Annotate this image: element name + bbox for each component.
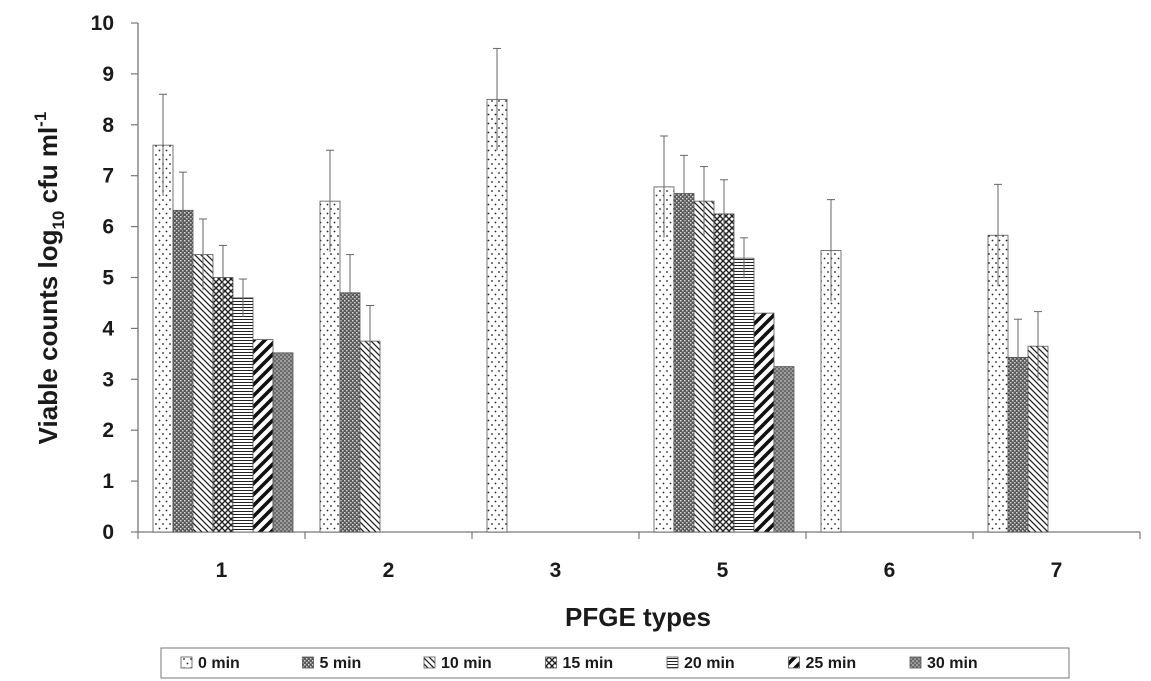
bar-5-min-type-1: [172, 209, 194, 533]
y-tick-label: 3: [102, 368, 114, 391]
legend-swatch-20-min: [666, 656, 679, 669]
legend: 0 min 5 min 10 min 15 min 20 min 25 min 30 min: [160, 647, 1070, 679]
x-tick-label: 5: [717, 559, 729, 582]
x-tick-label: 1: [216, 559, 228, 582]
bar-30-min-type-1: [272, 352, 294, 533]
y-tick-label: 0: [102, 521, 114, 544]
error-bars-layer: [159, 47, 1042, 396]
bar-0-min-type-3: [486, 98, 508, 533]
y-axis-title: Viable counts log10 cfu ml-1: [31, 112, 68, 445]
legend-label-25-min: 25 min: [806, 655, 857, 672]
bar-15-min-type-5: [713, 213, 735, 533]
x-tick-labels: 1 2 3 5 6 7: [137, 532, 1141, 582]
legend-swatch-15-min: [545, 656, 557, 669]
y-tick-label: 10: [91, 12, 114, 35]
legend-swatch-0-min: [180, 656, 193, 669]
bar-30-min-type-5: [773, 366, 795, 533]
y-tick-label: 7: [102, 165, 114, 188]
y-axis-title-subscript: 10: [49, 211, 68, 230]
bar-5-min-type-5: [673, 193, 695, 533]
y-axis-title-main: Viable counts log: [33, 230, 63, 445]
y-tick-label: 2: [102, 419, 114, 442]
bar-0-min-type-5: [653, 186, 675, 533]
bar-25-min-type-1: [252, 339, 274, 533]
x-tick-label: 2: [383, 559, 395, 582]
y-tick-label: 9: [102, 63, 114, 86]
legend-swatch-5-min: [302, 656, 314, 669]
bar-20-min-type-5: [733, 257, 755, 533]
y-tick-label: 1: [102, 470, 114, 493]
legend-label-20-min: 20 min: [684, 655, 735, 672]
legend-label-5-min: 5 min: [320, 655, 362, 672]
bar-20-min-type-1: [232, 297, 254, 533]
y-tick-label: 8: [102, 114, 114, 137]
bar-15-min-type-1: [212, 277, 234, 533]
legend-swatch-10-min: [423, 656, 436, 669]
y-axis-title-superscript: -1: [31, 112, 50, 127]
legend-label-0-min: 0 min: [198, 655, 240, 672]
bar-25-min-type-5: [753, 312, 775, 533]
y-tick-label: 6: [102, 216, 114, 239]
x-axis-title: PFGE types: [565, 602, 711, 632]
x-tick-label: 6: [884, 559, 896, 582]
bar-10-min-type-5: [693, 200, 715, 533]
y-axis-title-unit: cfu ml: [33, 127, 63, 211]
y-tick-labels: 0 1 2 3 4 5 6 7 8 9 10: [91, 12, 138, 544]
legend-swatch-30-min: [909, 656, 922, 669]
bars-layer: [152, 98, 1049, 533]
bar-10-min-type-1: [192, 254, 214, 533]
y-tick-label: 5: [102, 267, 114, 290]
x-tick-label: 7: [1051, 559, 1063, 582]
legend-label-10-min: 10 min: [441, 655, 492, 672]
x-tick-label: 3: [550, 559, 562, 582]
legend-label-30-min: 30 min: [927, 655, 978, 672]
legend-swatch-25-min: [788, 656, 800, 669]
bar-0-min-type-1: [152, 144, 174, 533]
y-tick-label: 4: [102, 317, 114, 340]
legend-label-15-min: 15 min: [563, 655, 614, 672]
